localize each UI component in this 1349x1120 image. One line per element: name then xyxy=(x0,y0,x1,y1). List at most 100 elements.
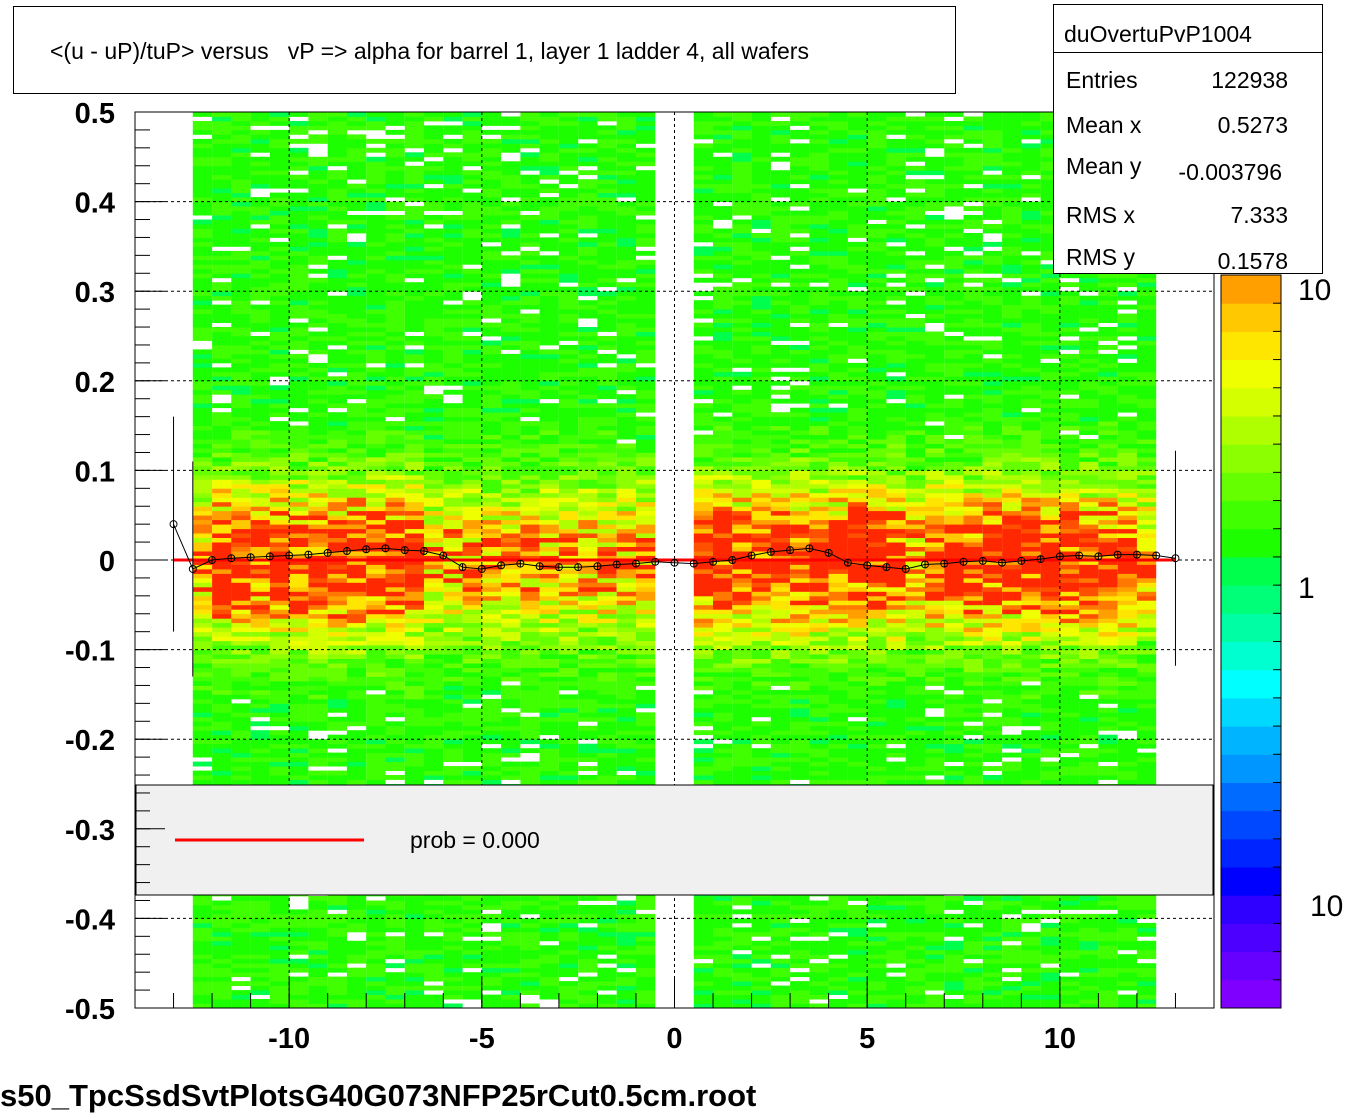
heatmap-cell xyxy=(713,125,733,131)
heatmap-cell xyxy=(366,501,386,507)
heatmap-cell xyxy=(231,972,251,978)
heatmap-cell xyxy=(501,976,521,982)
heatmap-cell xyxy=(327,161,347,167)
heatmap-cell xyxy=(443,237,463,243)
heatmap-cell xyxy=(250,465,270,471)
heatmap-cell xyxy=(385,152,405,158)
heatmap-cell xyxy=(616,676,636,682)
heatmap-cell xyxy=(616,376,636,382)
heatmap-cell xyxy=(616,707,636,713)
heatmap-cell xyxy=(732,689,752,695)
heatmap-cell xyxy=(713,457,733,462)
heatmap-cell xyxy=(424,506,444,512)
heatmap-cell xyxy=(308,407,328,413)
heatmap-cell xyxy=(250,761,270,767)
heatmap-cell xyxy=(636,609,656,615)
heatmap-cell xyxy=(346,125,367,131)
heatmap-cell xyxy=(327,636,347,642)
heatmap-cell xyxy=(616,188,636,194)
heatmap-cell xyxy=(443,116,463,122)
heatmap-cell xyxy=(231,519,251,525)
heatmap-cell xyxy=(385,367,405,373)
heatmap-cell xyxy=(636,712,656,718)
heatmap-cell xyxy=(269,569,290,574)
heatmap-cell xyxy=(212,282,232,288)
heatmap-cell xyxy=(404,138,425,144)
heatmap-cell xyxy=(424,967,444,973)
heatmap-cell xyxy=(462,174,482,180)
heatmap-cell xyxy=(597,125,617,131)
heatmap-cell xyxy=(636,551,656,556)
heatmap-cell xyxy=(520,264,540,270)
heatmap-cell xyxy=(231,215,251,220)
heatmap-cell xyxy=(250,398,270,404)
heatmap-cell xyxy=(404,228,425,234)
heatmap-cell xyxy=(558,591,579,597)
heatmap-cell xyxy=(250,721,270,727)
heatmap-cell xyxy=(424,443,444,449)
heatmap-cell xyxy=(385,972,405,978)
heatmap-cell xyxy=(481,219,502,225)
heatmap-cell xyxy=(520,676,540,682)
heatmap-cell xyxy=(732,586,752,592)
heatmap-cell xyxy=(481,730,502,736)
heatmap-cell xyxy=(424,569,444,574)
heatmap-cell xyxy=(424,730,444,736)
heatmap-cell xyxy=(693,483,714,489)
heatmap-cell xyxy=(558,327,579,332)
heatmap-cell xyxy=(269,398,290,404)
heatmap-cell xyxy=(597,569,617,574)
heatmap-cell xyxy=(578,636,598,642)
heatmap-cell xyxy=(250,927,270,933)
heatmap-cell xyxy=(558,134,579,140)
heatmap-cell xyxy=(501,380,521,386)
heatmap-cell xyxy=(385,224,405,229)
heatmap-cell xyxy=(578,407,598,413)
heatmap-cell xyxy=(732,900,752,906)
heatmap-cell xyxy=(713,273,733,279)
heatmap-cell xyxy=(424,362,444,368)
heatmap-cell xyxy=(250,362,270,368)
heatmap-cell xyxy=(424,152,444,158)
heatmap-cell xyxy=(732,542,752,547)
heatmap-cell xyxy=(366,900,386,906)
heatmap-cell xyxy=(346,143,367,149)
heatmap-cell xyxy=(346,631,367,637)
heatmap-cell xyxy=(578,707,598,713)
heatmap-cell xyxy=(693,940,714,946)
heatmap-cell xyxy=(327,622,347,628)
heatmap-cell xyxy=(289,918,309,924)
heatmap-cell xyxy=(597,506,617,512)
heatmap-cell xyxy=(732,600,752,606)
heatmap-cell xyxy=(269,954,290,960)
heatmap-cell xyxy=(385,188,405,194)
heatmap-cell xyxy=(732,528,752,534)
heatmap-cell xyxy=(192,250,213,256)
heatmap-cell xyxy=(481,201,502,207)
heatmap-cell xyxy=(327,649,347,655)
heatmap-cell xyxy=(366,358,386,364)
heatmap-cell xyxy=(578,506,598,512)
heatmap-cell xyxy=(231,631,251,637)
heatmap-cell xyxy=(636,586,656,592)
heatmap-cell xyxy=(327,546,347,552)
heatmap-cell xyxy=(520,582,540,588)
heatmap-cell xyxy=(250,560,270,565)
heatmap-cell xyxy=(713,250,733,256)
heatmap-cell xyxy=(462,300,482,306)
heatmap-cell xyxy=(539,358,559,364)
heatmap-cell xyxy=(385,179,405,185)
heatmap-cell xyxy=(212,318,232,323)
heatmap-cell xyxy=(558,779,579,785)
heatmap-cell xyxy=(212,465,232,471)
heatmap-cell xyxy=(636,385,656,391)
heatmap-cell xyxy=(713,913,733,919)
heatmap-cell xyxy=(366,327,386,332)
heatmap-cell xyxy=(404,134,425,140)
heatmap-cell xyxy=(558,322,579,328)
heatmap-cell xyxy=(481,645,502,650)
heatmap-cell xyxy=(366,676,386,682)
heatmap-cell xyxy=(636,954,656,960)
heatmap-cell xyxy=(269,1003,290,1009)
heatmap-cell xyxy=(250,739,270,745)
